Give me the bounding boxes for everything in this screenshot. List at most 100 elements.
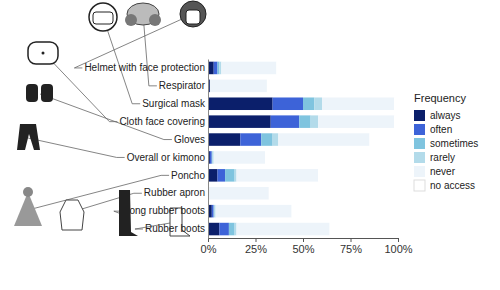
bar-segment xyxy=(219,223,229,236)
legend-label: no access xyxy=(430,180,475,191)
x-tick-label: 50% xyxy=(292,243,314,255)
icon-mask-body xyxy=(93,12,113,24)
bar-segment xyxy=(235,169,237,182)
bar-segment xyxy=(235,223,237,236)
bar-segment xyxy=(267,80,398,93)
legend-label: never xyxy=(430,166,456,177)
legend-label: sometimes xyxy=(430,138,478,149)
bar-segment xyxy=(214,205,216,218)
x-tick: 25% xyxy=(245,238,267,255)
x-tick: 0% xyxy=(201,238,217,255)
bar-segment xyxy=(225,169,235,182)
bar-segment xyxy=(303,97,314,110)
bar-segment xyxy=(318,115,394,128)
icon-overall xyxy=(17,124,40,150)
bar-segment xyxy=(212,205,214,218)
y-axis: Helmet with face protection Respirator Sur… xyxy=(84,60,208,239)
y-tick: Cloth face covering xyxy=(119,116,208,127)
bar-segment xyxy=(208,133,240,146)
x-axis: 0% 25% 50% 75% 100% xyxy=(201,238,413,255)
bar-segment xyxy=(208,187,269,200)
bar-segment xyxy=(276,62,398,75)
x-tick-mark xyxy=(256,238,257,242)
bar-segment xyxy=(218,62,220,75)
bar-segment xyxy=(311,115,319,128)
y-tick-label: Helmet with face protection xyxy=(84,62,205,73)
bar-segment xyxy=(221,62,276,75)
bar-segment xyxy=(269,187,398,200)
bar-segment xyxy=(208,223,219,236)
bar-segment xyxy=(214,151,265,164)
icon-helmet-visor xyxy=(186,10,200,24)
y-tick-label: Rubber boots xyxy=(145,223,205,234)
icon-respirator-filter xyxy=(149,14,161,26)
bar-segment xyxy=(322,97,394,110)
bar-segment xyxy=(216,205,292,218)
bar-segment xyxy=(208,97,273,110)
bar-segment xyxy=(210,80,267,93)
bar-segment xyxy=(271,115,300,128)
bar-segment xyxy=(208,115,271,128)
bar-segment xyxy=(218,169,226,182)
bar-segment xyxy=(292,205,398,218)
bar-segment xyxy=(261,133,272,146)
legend-label: often xyxy=(430,124,452,135)
icon-respirator-filter xyxy=(125,14,137,26)
bar-segment xyxy=(219,62,221,75)
bar-segment xyxy=(237,223,330,236)
x-tick: 100% xyxy=(384,238,412,255)
y-tick: Poncho xyxy=(171,170,208,181)
x-tick-mark xyxy=(398,238,399,242)
bar-segment xyxy=(210,151,212,164)
icon-glove xyxy=(26,84,38,102)
y-tick: Rubber apron xyxy=(144,187,208,198)
legend-swatch xyxy=(414,138,425,149)
bar-segment xyxy=(214,62,218,75)
x-tick: 75% xyxy=(340,238,362,255)
connector xyxy=(28,138,125,157)
x-tick: 50% xyxy=(292,238,314,255)
legend-label: rarely xyxy=(430,152,455,163)
x-tick-label: 75% xyxy=(340,243,362,255)
icons xyxy=(14,1,206,236)
icon-glove xyxy=(41,84,53,102)
y-tick-label: Rubber apron xyxy=(144,187,205,198)
legend-swatch xyxy=(414,110,425,121)
y-tick: Overall or kimono xyxy=(127,152,208,163)
y-tick-label: Gloves xyxy=(174,134,205,145)
bar-segment xyxy=(394,115,398,128)
bar-segment xyxy=(273,133,279,146)
icon-mask xyxy=(89,3,117,31)
x-tick-label: 25% xyxy=(245,243,267,255)
y-tick-label: Overall or kimono xyxy=(127,152,206,163)
y-tick-label: Cloth face covering xyxy=(119,116,205,127)
y-tick-label: Poncho xyxy=(171,170,205,181)
x-tick-mark xyxy=(303,238,304,242)
bar-segment xyxy=(212,151,214,164)
y-tick: Long rubber boots xyxy=(124,205,208,216)
icon-cloth-dot xyxy=(42,52,45,55)
y-tick: Surgical mask xyxy=(142,98,208,109)
legend-swatch xyxy=(414,152,425,163)
icon-poncho-hood xyxy=(23,187,33,197)
icon-helmet xyxy=(180,1,206,27)
legend-swatch xyxy=(414,180,425,191)
icon-poncho xyxy=(14,192,42,226)
y-tick: Helmet with face protection xyxy=(84,62,208,73)
y-tick-label: Long rubber boots xyxy=(124,205,205,216)
y-tick: Gloves xyxy=(174,134,208,145)
bar-segment xyxy=(394,97,398,110)
x-tick-mark xyxy=(208,238,209,242)
legend-swatch xyxy=(414,166,425,177)
bar-segment xyxy=(278,133,369,146)
bar-segment xyxy=(370,133,399,146)
x-tick-mark xyxy=(351,238,352,242)
legend-swatch xyxy=(414,124,425,135)
y-tick: Respirator xyxy=(159,80,208,91)
bar-segment xyxy=(299,115,310,128)
bar-segment xyxy=(208,169,218,182)
bar-segment xyxy=(240,133,261,146)
chart: 0% 25% 50% 75% 100% Helmet with face protecti… xyxy=(0,0,500,290)
bar-segment xyxy=(229,223,235,236)
bars xyxy=(208,62,398,236)
